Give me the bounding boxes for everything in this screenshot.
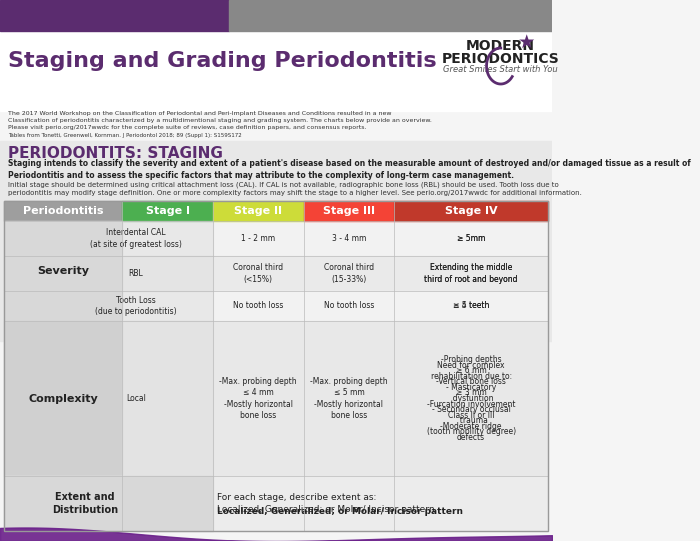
- Text: Local: Local: [126, 394, 146, 403]
- Text: Extending the middle
third of root and beyond: Extending the middle third of root and b…: [424, 263, 518, 283]
- Text: MODERN: MODERN: [466, 39, 536, 53]
- Bar: [122, 321, 213, 476]
- Bar: [0, 0, 229, 31]
- Bar: [4, 256, 548, 291]
- Text: PERIODONTITS: STAGING: PERIODONTITS: STAGING: [8, 146, 223, 161]
- Text: Stage III: Stage III: [323, 206, 375, 216]
- Text: -Probing depths
≥ 6 mm
-Vertical bone loss
≥ 3 mm
-Furcation involvement
Class I: -Probing depths ≥ 6 mm -Vertical bone lo…: [427, 355, 515, 442]
- Text: Staging intends to classify the severity and extent of a patient's disease based: Staging intends to classify the severity…: [8, 159, 691, 180]
- Text: The 2017 World Workshop on the Classification of Periodontal and Peri-Implant Di: The 2017 World Workshop on the Classific…: [8, 111, 432, 130]
- Text: Localized, Generalized; or Molar/ Incisor pattern: Localized, Generalized; or Molar/ Inciso…: [217, 507, 463, 516]
- Text: Tooth Loss
(due to periodontitis): Tooth Loss (due to periodontitis): [95, 296, 177, 316]
- Text: 1 - 2 mm: 1 - 2 mm: [241, 234, 275, 243]
- Text: Coronal third
(15-33%): Coronal third (15-33%): [324, 263, 374, 283]
- Bar: [229, 0, 552, 31]
- Bar: [4, 476, 548, 531]
- Text: Stage I: Stage I: [146, 206, 190, 216]
- Text: -Max. probing depth
≤ 5 mm
-Mostly horizontal
bone loss: -Max. probing depth ≤ 5 mm -Mostly horiz…: [310, 378, 388, 420]
- Text: PERIODONTICS: PERIODONTICS: [442, 52, 559, 66]
- Text: ★: ★: [518, 33, 536, 52]
- Text: Extending the middle
third of root and beyond: Extending the middle third of root and b…: [424, 263, 518, 283]
- Text: Great Smiles Start with You: Great Smiles Start with You: [443, 65, 558, 74]
- Text: 3 - 4 mm: 3 - 4 mm: [332, 234, 366, 243]
- Bar: [304, 201, 394, 221]
- Bar: [0, 141, 552, 341]
- Bar: [4, 221, 548, 256]
- Bar: [122, 201, 213, 221]
- Bar: [394, 201, 548, 221]
- Bar: [122, 221, 213, 256]
- Text: No tooth loss: No tooth loss: [233, 301, 284, 311]
- Text: Periodontitis: Periodontitis: [23, 206, 104, 216]
- Text: Tables from Tonetti, Greenwell, Kornman. J Periodontol 2018; 89 (Suppl 1): S159S: Tables from Tonetti, Greenwell, Kornman.…: [8, 133, 241, 138]
- Text: -Max. probing depth
≤ 4 mm
-Mostly horizontal
bone loss: -Max. probing depth ≤ 4 mm -Mostly horiz…: [219, 378, 297, 420]
- Text: Interdental CAL
(at site of greatest loss): Interdental CAL (at site of greatest los…: [90, 228, 182, 248]
- Bar: [4, 476, 213, 531]
- Bar: [4, 201, 122, 221]
- Bar: [4, 221, 122, 321]
- Text: ≥ 5mm: ≥ 5mm: [457, 234, 485, 243]
- Text: Coronal third
(<15%): Coronal third (<15%): [233, 263, 284, 283]
- Text: Stage II: Stage II: [234, 206, 282, 216]
- Text: ≤ 4 teeth: ≤ 4 teeth: [453, 301, 489, 311]
- Text: Staging and Grading Periodontitis: Staging and Grading Periodontitis: [8, 51, 437, 71]
- Text: For each stage, describe extent as:
Localized, Generalized; or Molar/ Incisor pa: For each stage, describe extent as: Loca…: [217, 493, 435, 514]
- Bar: [4, 291, 548, 321]
- Text: ≥ 5 teeth: ≥ 5 teeth: [453, 301, 489, 311]
- Text: Stage IV: Stage IV: [445, 206, 498, 216]
- Text: Complexity: Complexity: [28, 393, 98, 404]
- Text: Extent and
Distribution: Extent and Distribution: [52, 492, 118, 514]
- Text: ≥ 5mm: ≥ 5mm: [457, 234, 485, 243]
- Bar: [0, 31, 552, 111]
- Text: RBL: RBL: [129, 269, 144, 278]
- Bar: [4, 201, 548, 531]
- Text: Initial stage should be determined using critical attachment loss (CAL). If CAL : Initial stage should be determined using…: [8, 181, 582, 195]
- Text: No tooth loss: No tooth loss: [324, 301, 374, 311]
- Text: Severity: Severity: [37, 266, 89, 276]
- Bar: [213, 201, 304, 221]
- Bar: [122, 256, 213, 291]
- Bar: [4, 321, 122, 476]
- Text: Need for complex
rehabilitation due to:
- Masticatory
  dysfuntion
- Secondary o: Need for complex rehabilitation due to: …: [426, 361, 516, 436]
- Bar: [122, 291, 213, 321]
- Bar: [4, 321, 548, 476]
